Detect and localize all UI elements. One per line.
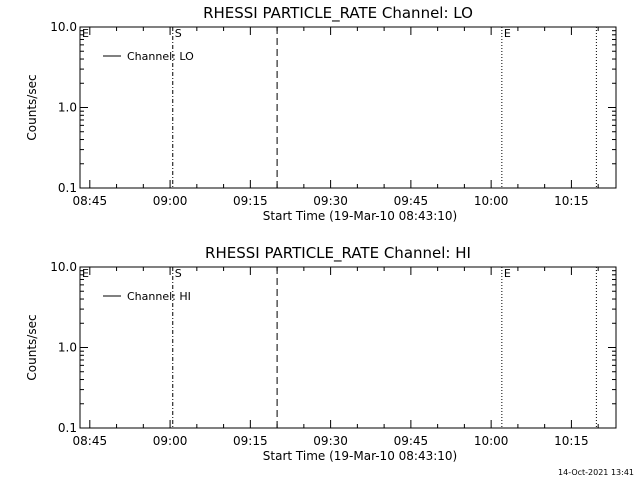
chart-panel-1: RHESSI PARTICLE_RATE Channel: LO 0.1 1.0 10… <box>25 4 617 223</box>
x-tick-label: 08:45 <box>73 194 108 208</box>
event-marker-label: S <box>175 27 182 40</box>
legend-label: Channel: HI <box>127 290 191 303</box>
x-axis-label: Start Time (19-Mar-10 08:43:10) <box>263 449 457 463</box>
y-axis-label: Counts/sec <box>25 74 39 140</box>
x-tick-label: 10:15 <box>554 194 589 208</box>
legend-label: Channel: LO <box>127 50 194 63</box>
x-tick-label: 08:45 <box>73 434 108 448</box>
event-marker-label: E <box>82 27 89 40</box>
x-tick-label: 09:45 <box>394 434 429 448</box>
y-tick-label: 10.0 <box>50 260 77 274</box>
event-marker-label: S <box>175 267 182 280</box>
x-tick-label: 09:00 <box>153 434 188 448</box>
y-tick-label: 0.1 <box>58 181 77 195</box>
event-marker-label: E <box>82 267 89 280</box>
x-axis-label: Start Time (19-Mar-10 08:43:10) <box>263 209 457 223</box>
x-tick-label: 09:00 <box>153 194 188 208</box>
footer-timestamp: 14-Oct-2021 13:41 <box>558 468 634 477</box>
x-tick-label: 09:30 <box>313 194 348 208</box>
x-tick-label: 10:00 <box>474 194 509 208</box>
chart-title: RHESSI PARTICLE_RATE Channel: LO <box>203 4 473 23</box>
x-tick-label: 09:15 <box>233 194 268 208</box>
event-marker-label: E <box>504 27 511 40</box>
x-tick-label: 10:15 <box>554 434 589 448</box>
y-tick-label: 1.0 <box>58 101 77 115</box>
x-tick-label: 09:45 <box>394 194 429 208</box>
x-tick-label: 09:30 <box>313 434 348 448</box>
y-axis-label: Counts/sec <box>25 314 39 380</box>
y-tick-label: 0.1 <box>58 421 77 435</box>
chart-title: RHESSI PARTICLE_RATE Channel: HI <box>205 244 471 263</box>
y-tick-label: 10.0 <box>50 20 77 34</box>
y-tick-label: 1.0 <box>58 341 77 355</box>
x-tick-label: 09:15 <box>233 434 268 448</box>
chart-panel-2: RHESSI PARTICLE_RATE Channel: HI 0.1 1.0 10… <box>25 244 617 463</box>
event-marker-label: E <box>504 267 511 280</box>
x-tick-label: 10:00 <box>474 434 509 448</box>
